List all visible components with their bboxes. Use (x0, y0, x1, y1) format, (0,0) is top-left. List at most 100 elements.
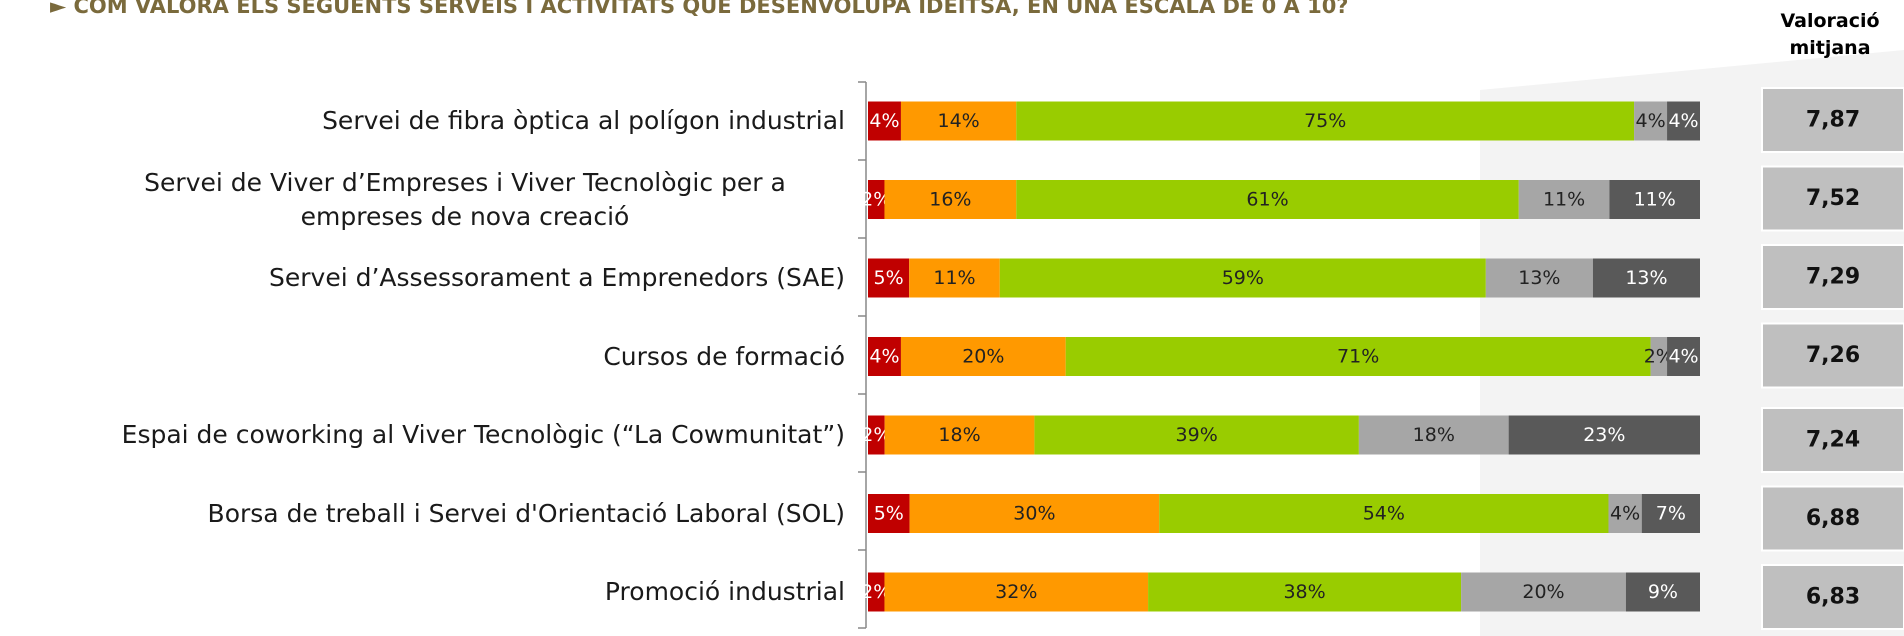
chart-title: ► COM VALORA ELS SEGÜENTS SERVEIS I ACTI… (50, 0, 1349, 18)
value-label: 2% (861, 424, 891, 446)
bar-segment (1667, 337, 1700, 376)
bar-segment (1485, 258, 1593, 298)
bar-segment (868, 180, 885, 219)
value-label: 14% (937, 110, 979, 132)
average-label: 7,26 (1806, 343, 1860, 368)
value-label: 4% (1668, 346, 1698, 368)
bar-segment (1016, 101, 1635, 141)
value-label: 4% (869, 346, 899, 368)
bar-segment (1065, 337, 1651, 376)
average-label: 6,83 (1806, 585, 1860, 610)
category-label-box: Espai de coworking al Viver Tecnològic (… (0, 390, 845, 480)
average-label: 7,24 (1806, 428, 1860, 453)
bar-segment (909, 494, 1160, 533)
value-label: 13% (1625, 267, 1667, 289)
bar-segment (1148, 572, 1462, 612)
category-label-box: Servei d’Assessorament a Emprenedors (SA… (0, 233, 845, 323)
value-label: 5% (874, 267, 904, 289)
value-label: 11% (1634, 189, 1676, 211)
bar-segment (1016, 180, 1519, 219)
category-label-box: Borsa de treball i Servei d'Orientació L… (0, 469, 845, 559)
bar-segment (900, 101, 1017, 141)
value-label: 2% (861, 581, 891, 603)
average-box (1761, 165, 1904, 232)
average-box (1761, 485, 1904, 552)
bar-segment (1650, 337, 1668, 376)
bar-segment (868, 337, 901, 376)
average-box (1761, 564, 1904, 630)
bar-segment (1667, 101, 1700, 141)
value-label: 16% (929, 189, 971, 211)
bar-segment (1609, 180, 1700, 219)
bar-segment (1625, 572, 1700, 612)
bar-segment (884, 572, 1149, 612)
value-label: 7% (1656, 503, 1686, 525)
value-label: 71% (1337, 346, 1379, 368)
bar-segment (1159, 494, 1609, 533)
average-header: Valoració mitjana (1780, 10, 1880, 59)
value-label: 2% (861, 189, 891, 211)
value-label: 9% (1648, 581, 1678, 603)
average-box (1761, 407, 1904, 473)
bar-segment (1641, 494, 1700, 533)
value-label: 18% (1413, 424, 1455, 446)
bar-segment (1592, 258, 1700, 298)
category-label: Borsa de treball i Servei d'Orientació L… (207, 498, 845, 528)
category-label: Servei de fibra òptica al polígon indust… (322, 106, 845, 135)
average-label: 6,88 (1806, 506, 1860, 531)
bar-segment (868, 101, 901, 141)
bar-segment (868, 415, 885, 455)
category-label-box: Promoció industrial (0, 547, 845, 636)
value-label: 39% (1176, 424, 1218, 446)
value-label: 5% (874, 503, 904, 525)
value-label: 75% (1304, 110, 1346, 132)
category-label-box: Servei de fibra òptica al polígon indust… (0, 76, 845, 166)
category-label: Espai de coworking al Viver Tecnològic (… (121, 420, 845, 449)
value-label: 20% (1522, 581, 1564, 603)
value-label: 4% (1635, 110, 1665, 132)
average-box (1761, 244, 1904, 310)
bar-segment (868, 572, 885, 612)
bar-segment (1608, 494, 1642, 533)
category-label: Promoció industrial (604, 577, 845, 606)
value-label: 4% (1610, 503, 1640, 525)
value-label: 20% (962, 346, 1004, 368)
value-label: 38% (1283, 581, 1325, 603)
bar-segment (1034, 415, 1359, 455)
average-label: 7,52 (1806, 186, 1860, 211)
category-label-box: Cursos de formació (0, 312, 845, 402)
value-label: 4% (1668, 110, 1698, 132)
bar-segment (1508, 415, 1700, 455)
bar-segment (1461, 572, 1626, 612)
bar-segment (1518, 180, 1610, 219)
average-box (1761, 322, 1904, 389)
bar-segment (868, 494, 910, 533)
value-label: 13% (1518, 267, 1560, 289)
value-label: 2% (1644, 346, 1674, 368)
average-label: 7,29 (1806, 265, 1860, 290)
category-label-box: Servei de Viver d’Empreses i Viver Tecno… (0, 155, 845, 245)
bar-segment (1634, 101, 1668, 141)
value-label: 11% (933, 267, 975, 289)
bar-segment (868, 258, 910, 298)
category-label: Cursos de formació (603, 341, 845, 371)
value-label: 23% (1583, 424, 1625, 446)
average-box (1761, 87, 1904, 153)
value-label: 61% (1246, 189, 1288, 211)
value-label: 4% (869, 110, 899, 132)
bar-segment (884, 415, 1035, 455)
bar-segment (999, 258, 1486, 298)
bar-segment (909, 258, 1000, 298)
bar-segment (1358, 415, 1509, 455)
category-label: Servei d’Assessorament a Emprenedors (SA… (269, 263, 845, 292)
value-label: 32% (995, 581, 1037, 603)
value-label: 11% (1543, 189, 1585, 211)
bar-segment (900, 337, 1066, 376)
category-label: Servei de Viver d’Empreses i Viver Tecno… (144, 167, 786, 231)
bar-segment (884, 180, 1017, 219)
average-label: 7,87 (1806, 108, 1860, 133)
value-label: 18% (938, 424, 980, 446)
value-label: 54% (1363, 503, 1405, 525)
